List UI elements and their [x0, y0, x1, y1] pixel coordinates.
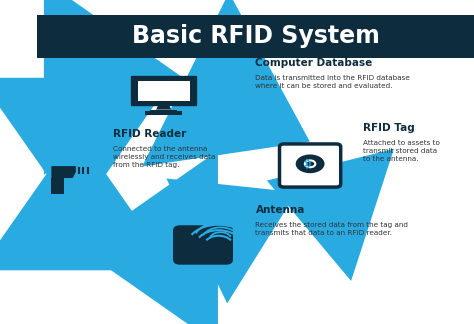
- Polygon shape: [150, 110, 177, 111]
- Text: Receives the stored data from the tag and
transmits that data to an RFID reader.: Receives the stored data from the tag an…: [255, 222, 409, 236]
- Text: Computer Database: Computer Database: [255, 58, 373, 68]
- FancyBboxPatch shape: [131, 76, 196, 105]
- Circle shape: [305, 160, 315, 167]
- FancyBboxPatch shape: [280, 144, 341, 187]
- Text: Attached to assets to
transmit stored data
to the antenna.: Attached to assets to transmit stored da…: [363, 140, 439, 162]
- Polygon shape: [51, 178, 64, 194]
- Text: Data is transmitted into the RFID database
where it can be stored and evaluated.: Data is transmitted into the RFID databa…: [255, 75, 410, 89]
- FancyBboxPatch shape: [37, 15, 474, 58]
- FancyBboxPatch shape: [146, 111, 182, 115]
- FancyBboxPatch shape: [174, 226, 232, 264]
- FancyBboxPatch shape: [137, 81, 190, 101]
- Circle shape: [296, 155, 325, 173]
- Text: Basic RFID System: Basic RFID System: [131, 24, 379, 48]
- Text: RFID Tag: RFID Tag: [363, 123, 414, 133]
- Text: Connected to the antenna
wirelessly and receives data
from the RFID tag.: Connected to the antenna wirelessly and …: [113, 146, 216, 168]
- Text: Antenna: Antenna: [255, 205, 305, 215]
- Polygon shape: [156, 104, 171, 110]
- Text: RFID Reader: RFID Reader: [113, 129, 187, 139]
- Polygon shape: [51, 166, 76, 178]
